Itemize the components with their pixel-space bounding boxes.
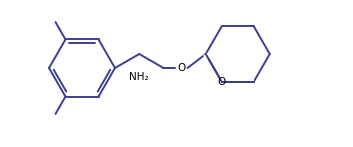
Text: O: O xyxy=(217,77,226,87)
Text: NH₂: NH₂ xyxy=(130,72,149,82)
Text: O: O xyxy=(177,63,186,73)
